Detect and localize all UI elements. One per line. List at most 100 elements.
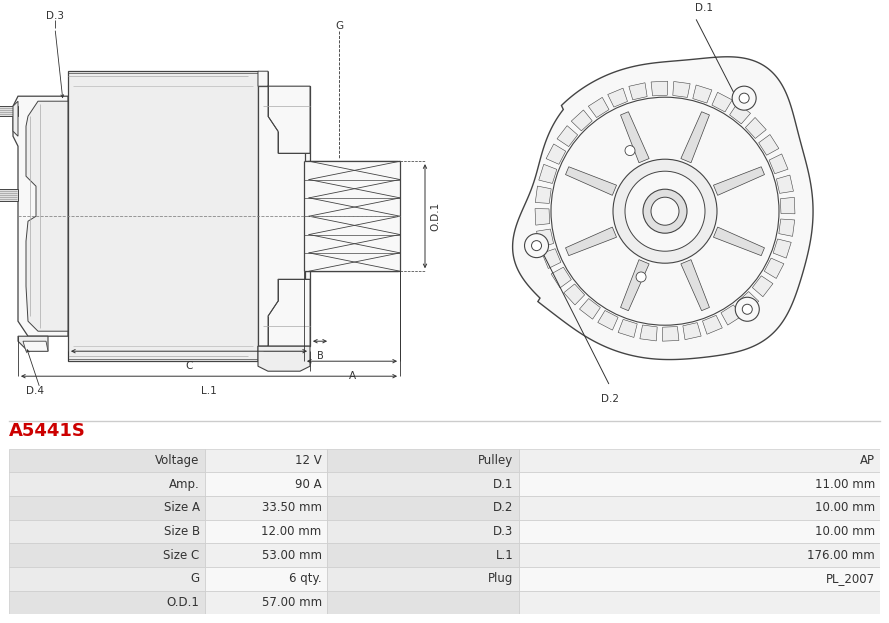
Polygon shape: [304, 161, 400, 271]
Bar: [205, 449, 327, 472]
Text: D.2: D.2: [601, 394, 619, 404]
Text: 53.00 mm: 53.00 mm: [261, 549, 322, 561]
Polygon shape: [765, 258, 784, 278]
Text: D.2: D.2: [493, 502, 513, 514]
Polygon shape: [557, 126, 578, 146]
Polygon shape: [651, 81, 668, 96]
Text: D.1: D.1: [695, 3, 713, 13]
Polygon shape: [712, 92, 733, 112]
Text: D.4: D.4: [26, 386, 44, 396]
Bar: [9, 472, 205, 496]
Polygon shape: [258, 279, 310, 361]
Polygon shape: [546, 144, 565, 164]
Polygon shape: [564, 284, 585, 305]
Circle shape: [613, 159, 717, 263]
Text: A: A: [348, 371, 356, 381]
Polygon shape: [542, 249, 561, 269]
Text: 10.00 mm: 10.00 mm: [814, 502, 875, 514]
Bar: [205, 472, 327, 496]
Polygon shape: [693, 85, 712, 103]
Circle shape: [643, 189, 687, 233]
Text: Plug: Plug: [488, 573, 513, 585]
Text: 176.00 mm: 176.00 mm: [807, 549, 875, 561]
Bar: [518, 543, 880, 567]
Circle shape: [525, 234, 549, 258]
Polygon shape: [589, 97, 609, 118]
Polygon shape: [681, 260, 709, 311]
Polygon shape: [752, 276, 773, 297]
Polygon shape: [26, 101, 68, 331]
Polygon shape: [258, 86, 310, 346]
Bar: [9, 496, 205, 520]
Polygon shape: [258, 71, 310, 153]
Polygon shape: [781, 197, 795, 214]
Polygon shape: [714, 227, 765, 255]
Polygon shape: [673, 82, 690, 97]
Bar: [518, 449, 880, 472]
Text: O.D.1: O.D.1: [430, 202, 440, 231]
Polygon shape: [565, 227, 617, 255]
Text: D.1: D.1: [493, 478, 513, 490]
Circle shape: [625, 171, 705, 251]
Bar: [0, 189, 18, 201]
Polygon shape: [618, 320, 637, 338]
Bar: [327, 591, 518, 614]
Polygon shape: [683, 323, 701, 340]
Bar: [9, 567, 205, 591]
Circle shape: [742, 304, 752, 314]
Text: Size C: Size C: [164, 549, 200, 561]
Text: Pulley: Pulley: [478, 454, 513, 467]
Polygon shape: [513, 57, 813, 359]
Bar: [518, 567, 880, 591]
Bar: [327, 472, 518, 496]
Text: G: G: [335, 21, 343, 31]
Bar: [9, 520, 205, 543]
Polygon shape: [565, 167, 617, 196]
Bar: [205, 496, 327, 520]
Polygon shape: [640, 325, 657, 341]
Text: Size B: Size B: [164, 525, 200, 538]
Text: 11.00 mm: 11.00 mm: [814, 478, 875, 490]
Bar: [327, 496, 518, 520]
Bar: [518, 496, 880, 520]
Polygon shape: [629, 83, 647, 100]
Bar: [205, 543, 327, 567]
Polygon shape: [535, 209, 549, 225]
Bar: [205, 567, 327, 591]
Text: D.3: D.3: [46, 11, 64, 21]
Polygon shape: [580, 298, 600, 319]
Polygon shape: [68, 71, 258, 361]
Polygon shape: [738, 292, 758, 313]
Circle shape: [735, 297, 759, 321]
Polygon shape: [258, 346, 310, 371]
Circle shape: [532, 240, 541, 250]
Polygon shape: [608, 88, 628, 107]
Text: 57.00 mm: 57.00 mm: [261, 596, 322, 609]
Polygon shape: [769, 154, 788, 174]
Text: 12.00 mm: 12.00 mm: [261, 525, 322, 538]
Polygon shape: [13, 96, 68, 336]
Polygon shape: [13, 101, 18, 136]
Polygon shape: [537, 229, 554, 247]
Polygon shape: [714, 167, 765, 196]
Polygon shape: [721, 305, 741, 325]
Bar: [518, 520, 880, 543]
Bar: [518, 472, 880, 496]
Circle shape: [651, 197, 679, 225]
Polygon shape: [745, 118, 766, 138]
Text: AP: AP: [860, 454, 875, 467]
Polygon shape: [551, 267, 572, 288]
Polygon shape: [702, 315, 722, 334]
Bar: [9, 591, 205, 614]
Polygon shape: [773, 239, 791, 258]
Polygon shape: [730, 103, 750, 124]
Text: C: C: [185, 361, 193, 371]
Polygon shape: [597, 310, 618, 330]
Polygon shape: [18, 336, 48, 351]
Circle shape: [625, 146, 635, 156]
Bar: [327, 449, 518, 472]
Polygon shape: [539, 164, 557, 183]
Text: O.D.1: O.D.1: [167, 596, 200, 609]
Bar: [327, 520, 518, 543]
Circle shape: [636, 272, 646, 282]
